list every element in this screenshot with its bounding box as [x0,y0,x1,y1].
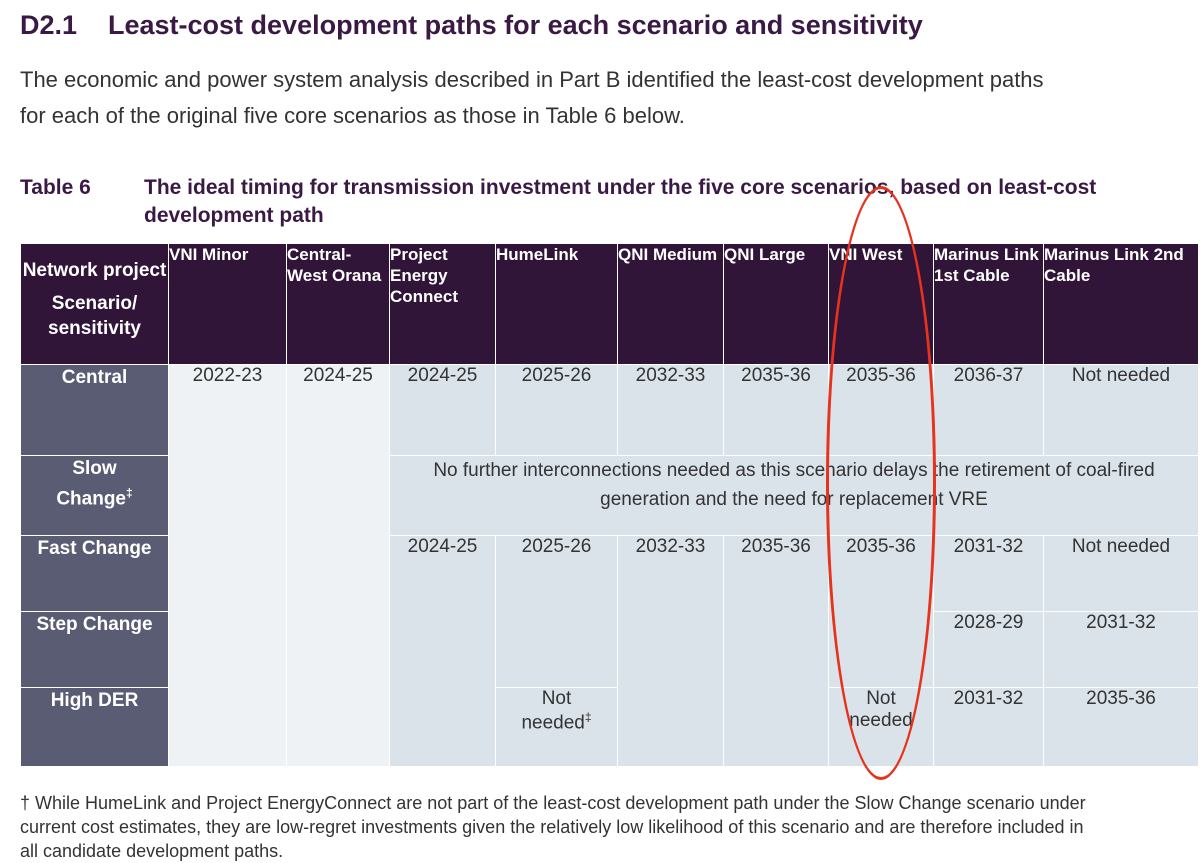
cell-central-qni-large: 2035-36 [723,364,829,456]
cell-central-cwo: 2024-25 [286,364,390,767]
table-row-step-change: Step Change 2028-29 2031-32 [20,611,1199,688]
table-footnote: † While HumeLink and Project EnergyConne… [20,791,1190,863]
corner-scenario-sensitivity: Scenario/ sensitivity [48,293,141,339]
section-number: D2.1 [20,10,78,40]
cell-central-vni-minor: 2022-23 [168,364,287,767]
double-dagger-mark: ‡ [584,710,592,724]
col-header-vni-west: VNI West [828,243,934,365]
row-header-central: Central [20,364,169,456]
row-header-step-change: Step Change [20,611,169,688]
footnote-line-1: † While HumeLink and Project EnergyConne… [20,791,1190,815]
footnote-line-1-text: While HumeLink and Project EnergyConnect… [35,793,1086,813]
footnote-line-3: all candidate development paths. [20,841,284,861]
table-caption-text: The ideal timing for transmission invest… [144,174,1174,230]
table-caption-line-2: development path [144,204,324,227]
row-header-slow-line2: Change‡ [21,481,168,511]
corner-network-project: Network project [22,260,167,281]
dagger-mark: † [20,793,31,813]
cell-central-vni-west: 2035-36 [828,364,934,456]
col-header-project-energy-connect: Project Energy Connect [389,243,496,365]
section-title: Least-cost development paths for each sc… [108,10,923,40]
col-header-central-west-orana: Central-West Orana [286,243,390,365]
timing-table: Network project Scenario/ sensitivity VN… [20,243,1199,767]
slow-note-line1: No further interconnections needed as th… [433,460,1155,481]
col-header-qni-large: QNI Large [723,243,829,365]
intro-paragraph: The economic and power system analysis d… [20,62,1190,134]
der-vniwest-line1: Not [866,688,896,709]
cell-der-marinus-2: 2035-36 [1043,687,1199,767]
cell-der-humelink: Not needed‡ [495,687,618,767]
table-row-central: Central 2022-23 2024-25 2024-25 2025-26 … [20,364,1199,767]
cell-slow-change-note: No further interconnections needed as th… [389,455,1199,536]
der-vniwest-line2: needed [849,710,913,731]
cell-der-marinus-1: 2031-32 [933,687,1044,767]
cell-central-humelink: 2025-26 [495,364,618,456]
cell-step-marinus-2: 2031-32 [1043,611,1199,688]
col-header-vni-minor: VNI Minor [168,243,287,365]
table-caption-line-1: The ideal timing for transmission invest… [144,176,1097,199]
double-dagger-mark: ‡ [126,486,133,500]
cell-step-marinus-1: 2028-29 [933,611,1044,688]
table-caption-label: Table 6 [20,176,91,199]
intro-line-1: The economic and power system analysis d… [20,67,1044,92]
cell-fast-qni-medium: 2032-33 [617,535,724,767]
footnote-line-2: current cost estimates, they are low-reg… [20,817,1084,837]
row-header-slow-line1: Slow [72,458,117,479]
cell-central-qni-medium: 2032-33 [617,364,724,456]
cell-central-pec: 2024-25 [389,364,496,456]
cell-fast-marinus-2: Not needed [1043,535,1199,612]
col-header-marinus-link-1st: Marinus Link 1st Cable [933,243,1044,365]
col-header-marinus-link-2nd: Marinus Link 2nd Cable [1043,243,1199,365]
der-humelink-line2: needed‡ [496,710,617,734]
cell-fast-pec: 2024-25 [389,535,496,767]
row-header-high-der: High DER [20,687,169,767]
cell-fast-marinus-1: 2031-32 [933,535,1044,612]
row-header-fast-change: Fast Change [20,535,169,612]
table-row-fast-change: Fast Change 2024-25 2025-26 2032-33 2035… [20,535,1199,767]
col-header-qni-medium: QNI Medium [617,243,724,365]
row-header-slow-word: Change [56,488,126,510]
row-header-slow-change: Slow Change‡ [20,455,169,536]
der-humelink-line1: Not [541,688,572,709]
table-header-row: Network project Scenario/ sensitivity VN… [20,243,1199,365]
section-heading: D2.1 Least-cost development paths for eac… [20,10,1190,41]
cell-fast-qni-large: 2035-36 [723,535,829,767]
cell-fast-vni-west: 2035-36 [828,535,934,688]
intro-line-2: for each of the original five core scena… [20,103,685,128]
cell-central-marinus-1: 2036-37 [933,364,1044,456]
cell-central-marinus-2: Not needed [1043,364,1199,456]
der-humelink-word: needed [521,712,585,734]
cell-fast-humelink: 2025-26 [495,535,618,688]
corner-header: Network project Scenario/ sensitivity [20,243,169,365]
cell-der-vni-west: Not needed [828,687,934,767]
table-row-slow-change: Slow Change‡ No further interconnections… [20,455,1199,536]
col-header-humelink: HumeLink [495,243,618,365]
table-row-high-der: High DER Not needed‡ Not needed 2031-32 … [20,687,1199,767]
slow-note-line2: generation and the need for replacement … [600,489,988,510]
